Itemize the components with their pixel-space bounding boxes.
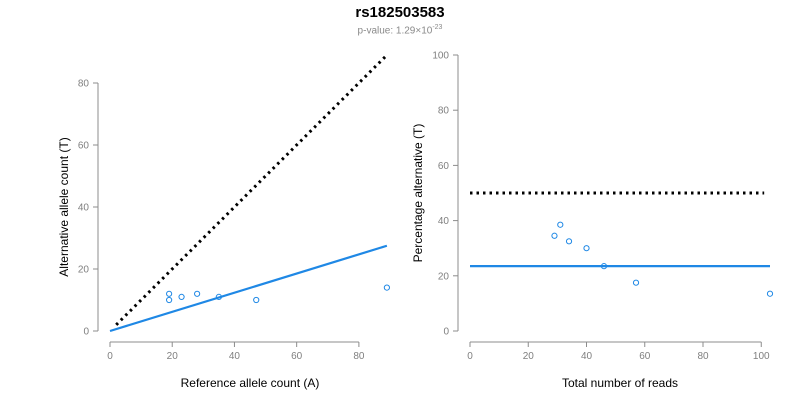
- right-plot-y-axis-title: Percentage alternative (T): [411, 124, 425, 263]
- left-plot-reference-line: [115, 54, 388, 326]
- right-plot-x-tick-label: 40: [581, 351, 593, 362]
- left-plot-data-point: [253, 296, 260, 304]
- right-plot-y-tick-label: 60: [438, 161, 450, 172]
- right-plot-data-point: [766, 290, 774, 297]
- left-plot-x-axis-title: Reference allele count (A): [181, 376, 320, 390]
- right-plot-x-axis-title: Total number of reads: [562, 376, 678, 390]
- left-plot-y-tick-label: 40: [78, 203, 90, 214]
- left-plot-x-tick-label: 40: [229, 351, 241, 362]
- right-plot-y-tick-label: 20: [438, 271, 450, 282]
- right-plot-x-tick-label: 20: [523, 351, 535, 362]
- p-value-text: p-value: 1.29×10: [357, 25, 433, 37]
- right-plot-data-point: [565, 238, 573, 245]
- left-plot-x-tick-label: 60: [291, 351, 303, 362]
- left-plot-data-point: [166, 290, 173, 297]
- right-plot-x-tick-label: 0: [467, 351, 473, 362]
- left-plot-y-tick-label: 80: [78, 79, 90, 90]
- left-plot-data-point: [178, 293, 185, 300]
- left-plot-fit-line: [109, 244, 388, 333]
- right-plot-x-tick-label: 80: [697, 351, 709, 362]
- left-plot-y-tick-label: 0: [83, 327, 89, 338]
- left-plot-x-tick-label: 0: [107, 351, 113, 362]
- left-plot-x-tick-label: 20: [167, 351, 179, 362]
- left-plot-data-point: [166, 296, 173, 304]
- right-plot-data-point: [583, 245, 590, 252]
- right-plot-y-tick-label: 40: [438, 216, 450, 227]
- right-plot-y-tick-label: 80: [438, 106, 450, 117]
- p-value-exponent: -23: [432, 24, 443, 31]
- right-plot-x-tick-label: 60: [639, 351, 651, 362]
- right-plot-data-point: [557, 221, 564, 228]
- right-plot-y-tick-label: 100: [432, 51, 449, 62]
- right-plot-y-tick-label: 0: [443, 327, 449, 338]
- left-plot-y-axis-title: Alternative allele count (T): [57, 137, 71, 276]
- left-plot-data-point: [215, 293, 222, 300]
- left-plot-y-tick-label: 60: [78, 141, 90, 152]
- left-plot-y-tick-label: 20: [78, 265, 90, 276]
- left-plot-data-point: [383, 284, 390, 291]
- right-plot-data-point: [600, 263, 608, 270]
- right-plot-data-point: [632, 279, 640, 286]
- chart-subtitle: p-value: 1.29×10-23: [0, 24, 800, 36]
- left-plot-x-tick-label: 80: [353, 351, 365, 362]
- right-plot-data-point: [551, 232, 558, 239]
- right-plot-x-tick-label: 100: [753, 351, 770, 362]
- left-plot-data-point: [194, 290, 201, 297]
- chart-title: rs182503583: [355, 4, 445, 21]
